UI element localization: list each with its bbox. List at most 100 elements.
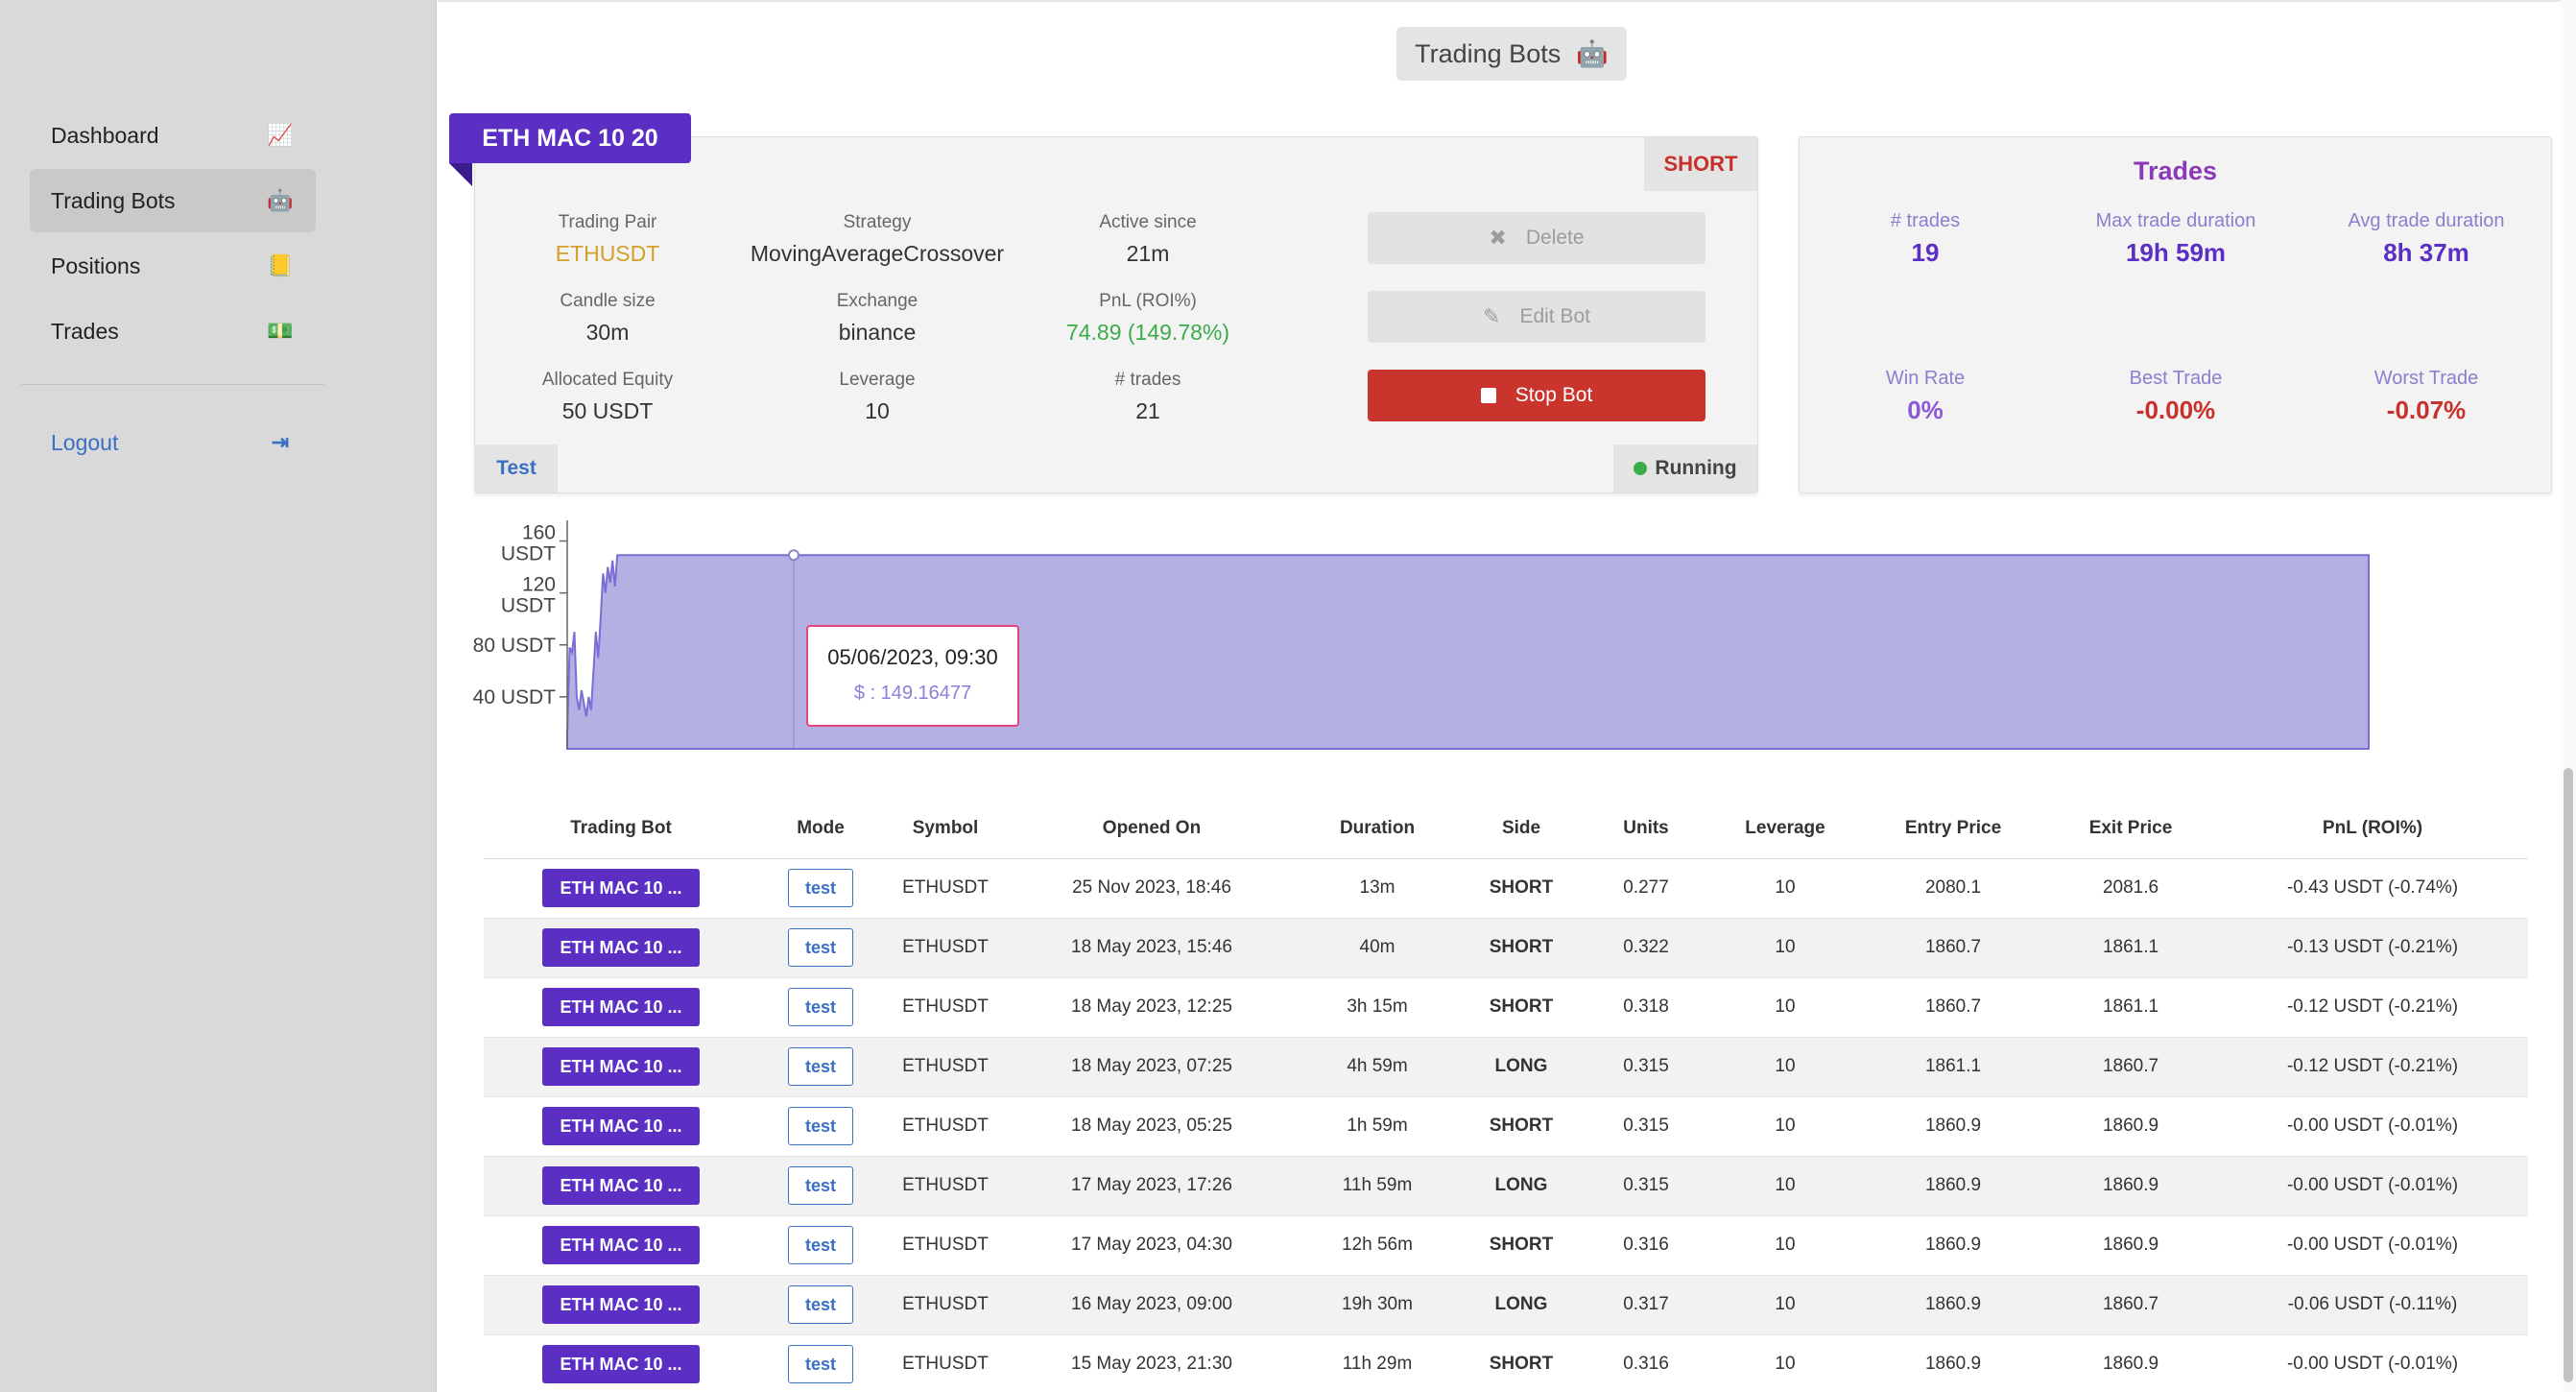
- table-row[interactable]: ETH MAC 10 ... test ETHUSDT 17 May 2023, 17…: [484, 1156, 2528, 1216]
- cell-bot: ETH MAC 10 ...: [484, 858, 758, 919]
- cell-bot: ETH MAC 10 ...: [484, 1037, 758, 1097]
- stat-win-rate: Win Rate 0%: [1800, 368, 2051, 425]
- scrollbar[interactable]: [2561, 0, 2576, 1392]
- cell-exit-price: 1861.1: [2044, 977, 2217, 1038]
- sidebar-item-positions[interactable]: Positions 📒: [30, 234, 316, 298]
- cell-entry-price: 1860.9: [1862, 1156, 2044, 1216]
- bot-link-button[interactable]: ETH MAC 10 ...: [542, 988, 700, 1026]
- cell-pnl: -0.00 USDT (-0.01%): [2217, 1334, 2528, 1392]
- sidebar-item-logout[interactable]: Logout ⇥: [30, 411, 316, 474]
- cell-units: 0.315: [1584, 1096, 1708, 1157]
- table-row[interactable]: ETH MAC 10 ... test ETHUSDT 18 May 2023, 15…: [484, 918, 2528, 978]
- cell-entry-price: 1860.9: [1862, 1275, 2044, 1335]
- stats-title: Trades: [2133, 156, 2218, 185]
- cell-mode: test: [758, 977, 883, 1038]
- mode-badge: Test: [475, 444, 558, 492]
- column-header[interactable]: Leverage: [1708, 799, 1862, 859]
- column-header[interactable]: Opened On: [1008, 799, 1296, 859]
- field-trades-count: # trades 21: [1004, 370, 1292, 424]
- table-row[interactable]: ETH MAC 10 ... test ETHUSDT 25 Nov 2023, 18…: [484, 858, 2528, 919]
- cell-opened-on: 18 May 2023, 12:25: [1008, 977, 1296, 1038]
- ledger-icon: 📒: [267, 253, 294, 277]
- mode-tag[interactable]: test: [788, 869, 853, 907]
- column-header[interactable]: Entry Price: [1862, 799, 2044, 859]
- cell-opened-on: 25 Nov 2023, 18:46: [1008, 858, 1296, 919]
- edit-bot-button[interactable]: ✎ Edit Bot: [1368, 291, 1705, 343]
- bot-link-button[interactable]: ETH MAC 10 ...: [542, 1047, 700, 1086]
- mode-tag[interactable]: test: [788, 1226, 853, 1264]
- field-value: 74.89 (149.78%): [1065, 320, 1230, 345]
- logout-label: Logout: [51, 429, 119, 455]
- field-value: 30m: [585, 320, 630, 345]
- cell-duration: 13m: [1296, 858, 1459, 919]
- mode-tag[interactable]: test: [788, 988, 853, 1026]
- sidebar-item-label: Positions: [51, 252, 141, 278]
- cell-exit-price: 1860.9: [2044, 1156, 2217, 1216]
- cell-leverage: 10: [1708, 1215, 1862, 1276]
- mode-tag[interactable]: test: [788, 1047, 853, 1086]
- cell-entry-price: 1861.1: [1862, 1037, 2044, 1097]
- bot-link-button[interactable]: ETH MAC 10 ...: [542, 1166, 700, 1205]
- cell-leverage: 10: [1708, 977, 1862, 1038]
- sidebar-item-label: Trades: [51, 318, 119, 344]
- cell-bot: ETH MAC 10 ...: [484, 1334, 758, 1392]
- status-dot-icon: [1634, 462, 1648, 475]
- cell-units: 0.322: [1584, 918, 1708, 978]
- cell-entry-price: 1860.9: [1862, 1334, 2044, 1392]
- cell-pnl: -0.00 USDT (-0.01%): [2217, 1156, 2528, 1216]
- stat-trades: # trades 19: [1800, 210, 2051, 268]
- trades-table: Trading Bot Mode Symbol Opened On Durati…: [484, 799, 2528, 1392]
- column-header[interactable]: PnL (ROI%): [2217, 799, 2528, 859]
- cell-units: 0.315: [1584, 1037, 1708, 1097]
- cell-opened-on: 15 May 2023, 21:30: [1008, 1334, 1296, 1392]
- mode-tag[interactable]: test: [788, 1285, 853, 1324]
- field-value: 21m: [1126, 241, 1170, 266]
- sidebar-item-dashboard[interactable]: Dashboard 📈: [30, 104, 316, 167]
- cell-symbol: ETHUSDT: [883, 1334, 1008, 1392]
- table-row[interactable]: ETH MAC 10 ... test ETHUSDT 18 May 2023, 12…: [484, 977, 2528, 1038]
- column-header[interactable]: Duration: [1296, 799, 1459, 859]
- column-header[interactable]: Exit Price: [2044, 799, 2217, 859]
- delete-button[interactable]: ✖ Delete: [1368, 212, 1705, 264]
- field-value: MovingAverageCrossover: [750, 241, 1005, 266]
- cell-symbol: ETHUSDT: [883, 918, 1008, 978]
- column-header[interactable]: Symbol: [883, 799, 1008, 859]
- main-content: Trading Bots 🤖 ETH MAC 10 20 SHORT Tradi…: [438, 0, 2576, 1392]
- table-row[interactable]: ETH MAC 10 ... test ETHUSDT 18 May 2023, 07…: [484, 1037, 2528, 1097]
- cell-leverage: 10: [1708, 858, 1862, 919]
- table-row[interactable]: ETH MAC 10 ... test ETHUSDT 18 May 2023, 05…: [484, 1096, 2528, 1157]
- table-row[interactable]: ETH MAC 10 ... test ETHUSDT 15 May 2023, 21…: [484, 1334, 2528, 1392]
- bot-link-button[interactable]: ETH MAC 10 ...: [542, 928, 700, 967]
- bot-link-button[interactable]: ETH MAC 10 ...: [542, 1107, 700, 1145]
- cell-duration: 1h 59m: [1296, 1096, 1459, 1157]
- bot-link-button[interactable]: ETH MAC 10 ...: [542, 1226, 700, 1264]
- sidebar-item-label: Dashboard: [51, 122, 159, 148]
- cell-duration: 40m: [1296, 918, 1459, 978]
- column-header[interactable]: Trading Bot: [484, 799, 758, 859]
- bot-link-button[interactable]: ETH MAC 10 ...: [542, 1285, 700, 1324]
- stat-value: 19h 59m: [2125, 238, 2227, 267]
- mode-tag[interactable]: test: [788, 928, 853, 967]
- stat-value: 0%: [1907, 396, 1944, 424]
- bot-link-button[interactable]: ETH MAC 10 ...: [542, 1345, 700, 1383]
- stop-bot-button[interactable]: Stop Bot: [1368, 370, 1705, 421]
- mode-tag[interactable]: test: [788, 1345, 853, 1383]
- mode-tag[interactable]: test: [788, 1166, 853, 1205]
- scrollbar-thumb[interactable]: [2564, 768, 2573, 1382]
- table-row[interactable]: ETH MAC 10 ... test ETHUSDT 16 May 2023, 09…: [484, 1275, 2528, 1335]
- column-header[interactable]: Units: [1584, 799, 1708, 859]
- status-badge: Running: [1613, 444, 1757, 492]
- field-exchange: Exchange binance: [733, 291, 1021, 346]
- sidebar-item-trades[interactable]: Trades 💵: [30, 300, 316, 363]
- column-header[interactable]: Side: [1459, 799, 1584, 859]
- stat-value: 8h 37m: [2383, 238, 2469, 267]
- stop-button-label: Stop Bot: [1515, 384, 1593, 406]
- table-row[interactable]: ETH MAC 10 ... test ETHUSDT 17 May 2023, 04…: [484, 1215, 2528, 1276]
- cell-units: 0.315: [1584, 1156, 1708, 1216]
- bot-link-button[interactable]: ETH MAC 10 ...: [542, 869, 700, 907]
- column-header[interactable]: Mode: [758, 799, 883, 859]
- sidebar-item-trading-bots[interactable]: Trading Bots 🤖: [30, 169, 316, 232]
- mode-tag[interactable]: test: [788, 1107, 853, 1145]
- cell-pnl: -0.43 USDT (-0.74%): [2217, 858, 2528, 919]
